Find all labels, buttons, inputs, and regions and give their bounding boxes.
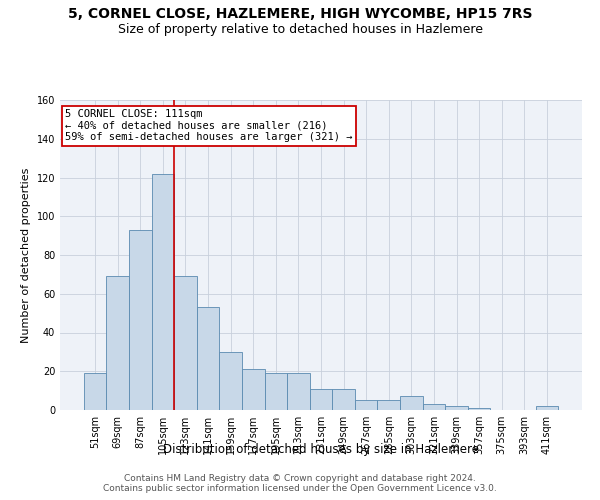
- Bar: [152, 174, 174, 410]
- Bar: [377, 400, 400, 410]
- Bar: [468, 408, 490, 410]
- Text: Contains public sector information licensed under the Open Government Licence v3: Contains public sector information licen…: [103, 484, 497, 493]
- Bar: [355, 400, 377, 410]
- Bar: [445, 406, 468, 410]
- Bar: [242, 370, 265, 410]
- Bar: [422, 404, 445, 410]
- Bar: [287, 373, 310, 410]
- Text: 5 CORNEL CLOSE: 111sqm
← 40% of detached houses are smaller (216)
59% of semi-de: 5 CORNEL CLOSE: 111sqm ← 40% of detached…: [65, 110, 353, 142]
- Text: Size of property relative to detached houses in Hazlemere: Size of property relative to detached ho…: [118, 22, 482, 36]
- Y-axis label: Number of detached properties: Number of detached properties: [21, 168, 31, 342]
- Bar: [84, 373, 106, 410]
- Bar: [536, 406, 558, 410]
- Bar: [310, 388, 332, 410]
- Bar: [220, 352, 242, 410]
- Bar: [332, 388, 355, 410]
- Bar: [197, 308, 220, 410]
- Bar: [400, 396, 422, 410]
- Bar: [174, 276, 197, 410]
- Text: 5, CORNEL CLOSE, HAZLEMERE, HIGH WYCOMBE, HP15 7RS: 5, CORNEL CLOSE, HAZLEMERE, HIGH WYCOMBE…: [68, 8, 532, 22]
- Bar: [129, 230, 152, 410]
- Bar: [265, 373, 287, 410]
- Text: Contains HM Land Registry data © Crown copyright and database right 2024.: Contains HM Land Registry data © Crown c…: [124, 474, 476, 483]
- Bar: [106, 276, 129, 410]
- Text: Distribution of detached houses by size in Hazlemere: Distribution of detached houses by size …: [163, 442, 479, 456]
